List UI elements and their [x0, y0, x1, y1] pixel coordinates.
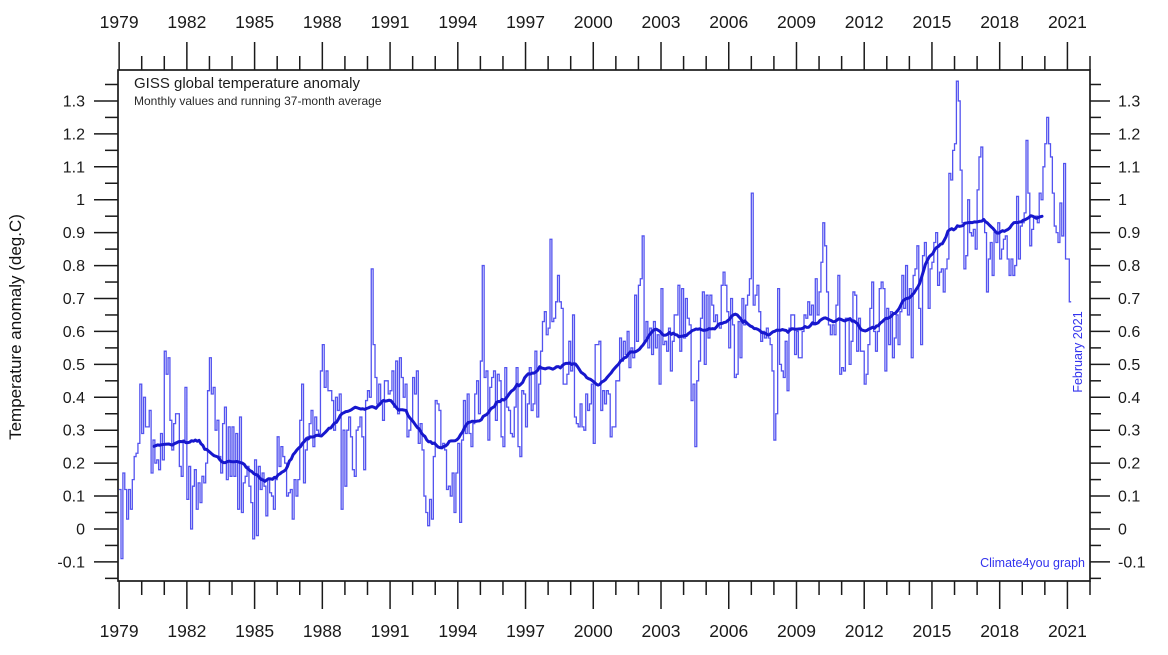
chart-subtitle: Monthly values and running 37-month aver…	[134, 94, 382, 108]
y-axis-label-left: 0.9	[63, 225, 85, 242]
y-axis-label-right: 0.7	[1118, 291, 1140, 308]
x-axis-label-top: 2015	[912, 12, 951, 32]
x-axis-label-top: 1997	[506, 12, 545, 32]
latest-month-annotation: February 2021	[1071, 311, 1085, 393]
y-axis-label-left: 1.3	[63, 93, 85, 110]
x-axis-label-bottom: 2006	[709, 621, 748, 641]
y-axis-label-left: 0.3	[63, 423, 85, 440]
x-axis-label-bottom: 2000	[574, 621, 613, 641]
y-axis-label-right: 0.5	[1118, 357, 1140, 374]
y-axis-label-right: 1.2	[1118, 126, 1140, 143]
y-axis-label-right: 0.2	[1118, 456, 1140, 473]
x-axis-label-bottom: 2015	[912, 621, 951, 641]
y-axis-label-left: 1.2	[63, 126, 85, 143]
x-axis-label-bottom: 1994	[438, 621, 477, 641]
x-axis-label-bottom: 2021	[1048, 621, 1087, 641]
x-axis-label-bottom: 2009	[777, 621, 816, 641]
y-axis-label-right: 1	[1118, 192, 1127, 209]
x-axis-label-top: 2003	[642, 12, 681, 32]
running-average-line	[152, 214, 1044, 483]
x-axis-label-bottom: 1985	[235, 621, 274, 641]
x-axis-label-top: 1994	[438, 12, 477, 32]
y-axis-title: Temperature anomaly (deg.C)	[6, 214, 25, 440]
x-axis-label-bottom: 1982	[167, 621, 206, 641]
x-axis-label-top: 2021	[1048, 12, 1087, 32]
chart-title: GISS global temperature anomaly	[134, 75, 360, 92]
y-axis-label-left: 0	[76, 521, 85, 538]
x-axis-label-bottom: 2012	[845, 621, 884, 641]
x-axis-label-top: 2018	[980, 12, 1019, 32]
x-axis-label-top: 2009	[777, 12, 816, 32]
plot-frame	[117, 69, 1091, 582]
y-axis-label-right: -0.1	[1118, 554, 1146, 571]
x-axis-label-top: 2000	[574, 12, 613, 32]
y-axis-label-left: 0.6	[63, 324, 85, 341]
y-axis-label-right: 0.8	[1118, 258, 1140, 275]
x-axis-label-bottom: 2018	[980, 621, 1019, 641]
x-axis-label-bottom: 1979	[100, 621, 139, 641]
y-axis-label-left: 0.7	[63, 291, 85, 308]
y-axis-label-left: -0.1	[57, 554, 85, 571]
x-axis-label-top: 1988	[303, 12, 342, 32]
x-axis-label-bottom: 1988	[303, 621, 342, 641]
x-axis-label-top: 2006	[709, 12, 748, 32]
y-axis-label-right: 1.3	[1118, 93, 1140, 110]
x-axis-label-top: 2012	[845, 12, 884, 32]
y-axis-label-left: 0.5	[63, 357, 85, 374]
watermark-label: Climate4you graph	[980, 556, 1085, 570]
x-axis-label-top: 1985	[235, 12, 274, 32]
y-axis-label-left: 0.2	[63, 456, 85, 473]
x-axis-label-top: 1991	[371, 12, 410, 32]
x-axis-label-bottom: 1997	[506, 621, 545, 641]
x-axis-label-bottom: 1991	[371, 621, 410, 641]
x-axis-label-bottom: 2003	[642, 621, 681, 641]
y-axis-label-right: 1.1	[1118, 159, 1140, 176]
y-axis-label-left: 0.8	[63, 258, 85, 275]
y-axis-label-right: 0.3	[1118, 423, 1140, 440]
y-axis-label-right: 0.4	[1118, 390, 1140, 407]
y-axis-label-left: 0.1	[63, 489, 85, 506]
y-axis-label-left: 0.4	[63, 390, 85, 407]
y-axis-label-right: 0.9	[1118, 225, 1140, 242]
x-axis-label-top: 1979	[100, 12, 139, 32]
y-axis-label-right: 0	[1118, 521, 1127, 538]
y-axis-label-right: 0.6	[1118, 324, 1140, 341]
x-axis-label-top: 1982	[167, 12, 206, 32]
y-axis-label-left: 1.1	[63, 159, 85, 176]
monthly-values-line	[119, 80, 1072, 560]
y-axis-label-right: 0.1	[1118, 489, 1140, 506]
y-axis-label-left: 1	[76, 192, 85, 209]
